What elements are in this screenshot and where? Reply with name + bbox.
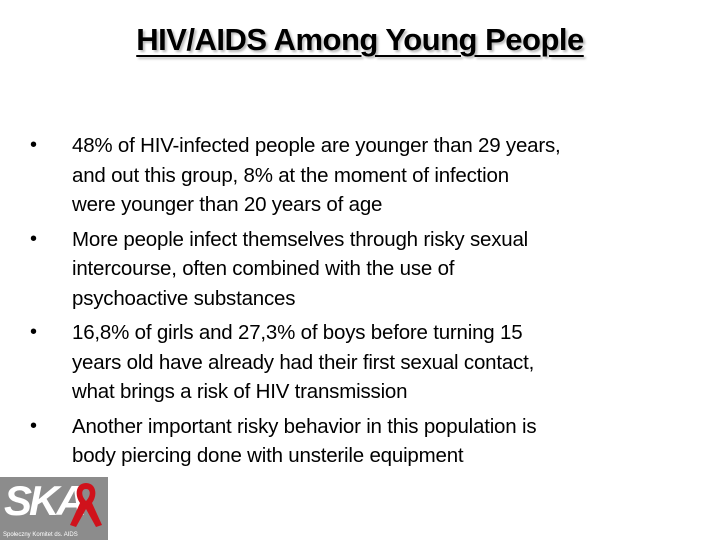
logo: SKA Społeczny Komitet ds. AIDS (0, 477, 108, 540)
slide-title: HIV/AIDS Among Young People (136, 22, 584, 57)
bullet-marker: • (30, 321, 38, 343)
logo-caption: Społeczny Komitet ds. AIDS (3, 532, 78, 538)
bullet-text: and out this group, 8% at the moment of … (72, 163, 509, 187)
bullet-text: 16,8% of girls and 27,3% of boys before … (72, 321, 523, 344)
logo-text: SKA (4, 477, 87, 524)
bullet-text: intercourse, often combined with the use… (72, 257, 455, 280)
bullet-marker: • (30, 134, 38, 156)
bullet-text: psychoactive substances (72, 286, 296, 310)
bullet-text: body piercing done with unsterile equipm… (72, 444, 464, 467)
bullet-text: 48% of HIV-infected people are younger t… (72, 134, 561, 157)
bullet-text: Another important risky behavior in this… (72, 414, 537, 438)
bullet-text: were younger than 20 years of age (72, 193, 383, 216)
bullet-text: More people infect themselves through ri… (72, 227, 529, 251)
bullet-marker: • (30, 227, 38, 250)
bullet-text: years old have already had their first s… (72, 350, 535, 374)
ribbon (70, 483, 102, 527)
bullet-marker: • (30, 414, 38, 437)
ribbon-icon (70, 483, 102, 527)
bullet-text: what brings a risk of HIV transmission (72, 380, 408, 403)
